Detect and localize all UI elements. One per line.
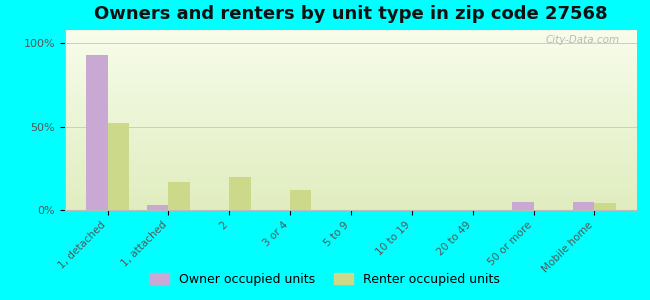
Text: City-Data.com: City-Data.com	[546, 35, 620, 45]
Bar	[229, 177, 251, 210]
Bar	[290, 190, 311, 210]
Title: Owners and renters by unit type in zip code 27568: Owners and renters by unit type in zip c…	[94, 5, 608, 23]
Bar	[108, 123, 129, 210]
Bar	[86, 55, 108, 210]
Bar	[147, 205, 168, 210]
Bar	[573, 202, 594, 210]
Bar	[594, 203, 616, 210]
Bar	[512, 202, 534, 210]
Legend: Owner occupied units, Renter occupied units: Owner occupied units, Renter occupied un…	[146, 268, 504, 291]
Bar	[168, 182, 190, 210]
